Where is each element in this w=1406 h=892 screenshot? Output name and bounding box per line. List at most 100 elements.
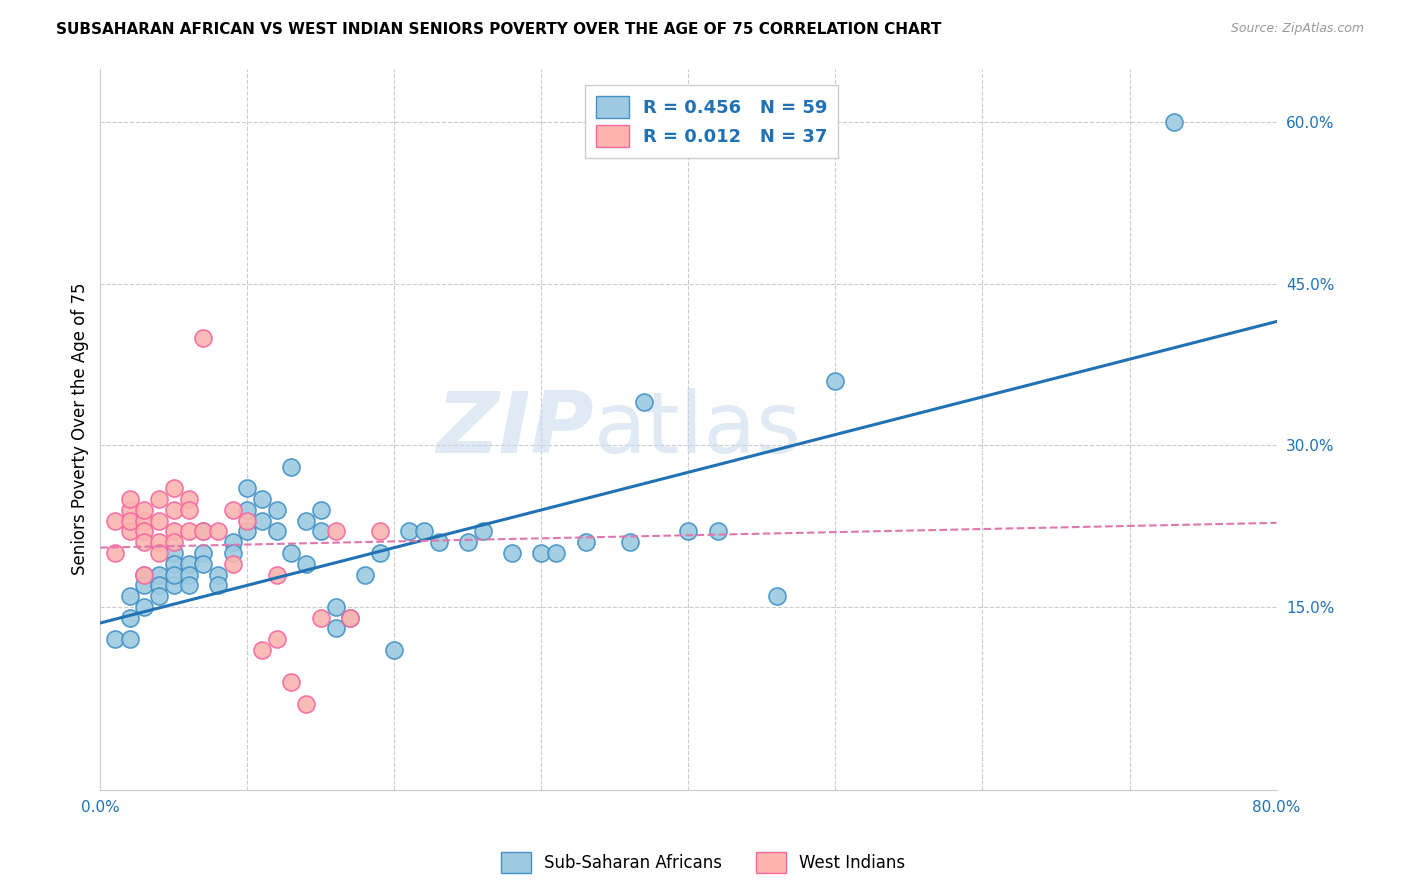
Point xyxy=(177,567,200,582)
Point xyxy=(765,589,787,603)
Point xyxy=(339,610,361,624)
Point xyxy=(163,567,186,582)
Point xyxy=(619,535,641,549)
Point xyxy=(207,567,229,582)
Y-axis label: Seniors Poverty Over the Age of 75: Seniors Poverty Over the Age of 75 xyxy=(72,283,89,575)
Text: Source: ZipAtlas.com: Source: ZipAtlas.com xyxy=(1230,22,1364,36)
Point xyxy=(250,514,273,528)
Point xyxy=(295,697,318,711)
Point xyxy=(148,535,170,549)
Point xyxy=(574,535,596,549)
Point xyxy=(177,492,200,507)
Point xyxy=(134,567,156,582)
Point xyxy=(236,503,259,517)
Point xyxy=(134,567,156,582)
Text: SUBSAHARAN AFRICAN VS WEST INDIAN SENIORS POVERTY OVER THE AGE OF 75 CORRELATION: SUBSAHARAN AFRICAN VS WEST INDIAN SENIOR… xyxy=(56,22,942,37)
Point xyxy=(163,557,186,571)
Point xyxy=(207,578,229,592)
Point xyxy=(325,524,347,539)
Point xyxy=(633,395,655,409)
Point xyxy=(266,503,288,517)
Point xyxy=(163,482,186,496)
Point xyxy=(546,546,568,560)
Point xyxy=(193,331,215,345)
Point xyxy=(118,524,141,539)
Point xyxy=(250,492,273,507)
Point xyxy=(148,589,170,603)
Legend: R = 0.456   N = 59, R = 0.012   N = 37: R = 0.456 N = 59, R = 0.012 N = 37 xyxy=(585,85,838,158)
Point xyxy=(163,524,186,539)
Point xyxy=(368,546,391,560)
Point xyxy=(134,599,156,614)
Point xyxy=(1163,115,1185,129)
Point xyxy=(368,524,391,539)
Point xyxy=(280,459,302,474)
Point xyxy=(118,514,141,528)
Point xyxy=(163,535,186,549)
Point xyxy=(412,524,434,539)
Point xyxy=(134,524,156,539)
Legend: Sub-Saharan Africans, West Indians: Sub-Saharan Africans, West Indians xyxy=(495,846,911,880)
Text: ZIP: ZIP xyxy=(437,388,595,471)
Point xyxy=(471,524,494,539)
Point xyxy=(236,514,259,528)
Point xyxy=(266,632,288,646)
Point xyxy=(236,482,259,496)
Point xyxy=(134,514,156,528)
Point xyxy=(236,524,259,539)
Point xyxy=(339,610,361,624)
Point xyxy=(163,503,186,517)
Point xyxy=(118,632,141,646)
Point xyxy=(193,524,215,539)
Point xyxy=(309,524,332,539)
Point xyxy=(118,492,141,507)
Point xyxy=(309,503,332,517)
Point xyxy=(134,535,156,549)
Point xyxy=(163,578,186,592)
Point xyxy=(148,546,170,560)
Point xyxy=(177,557,200,571)
Point xyxy=(427,535,450,549)
Point xyxy=(177,524,200,539)
Point xyxy=(266,524,288,539)
Point xyxy=(148,492,170,507)
Point xyxy=(354,567,377,582)
Text: atlas: atlas xyxy=(595,388,803,471)
Point xyxy=(707,524,730,539)
Point xyxy=(193,546,215,560)
Point xyxy=(280,675,302,690)
Point xyxy=(280,546,302,560)
Point xyxy=(384,643,406,657)
Point xyxy=(501,546,523,560)
Point xyxy=(163,546,186,560)
Point xyxy=(221,546,243,560)
Point xyxy=(325,621,347,635)
Point xyxy=(221,535,243,549)
Point xyxy=(678,524,700,539)
Point xyxy=(134,578,156,592)
Point xyxy=(104,514,127,528)
Point xyxy=(398,524,420,539)
Point xyxy=(295,514,318,528)
Point xyxy=(134,503,156,517)
Point xyxy=(193,557,215,571)
Point xyxy=(221,557,243,571)
Point xyxy=(193,524,215,539)
Point xyxy=(457,535,479,549)
Point xyxy=(118,610,141,624)
Point xyxy=(118,589,141,603)
Point xyxy=(266,567,288,582)
Point xyxy=(118,503,141,517)
Point xyxy=(104,632,127,646)
Point xyxy=(309,610,332,624)
Point xyxy=(530,546,553,560)
Point xyxy=(104,546,127,560)
Point xyxy=(177,578,200,592)
Point xyxy=(177,503,200,517)
Point xyxy=(148,514,170,528)
Point xyxy=(824,374,846,388)
Point xyxy=(295,557,318,571)
Point xyxy=(148,567,170,582)
Point xyxy=(221,503,243,517)
Point xyxy=(148,578,170,592)
